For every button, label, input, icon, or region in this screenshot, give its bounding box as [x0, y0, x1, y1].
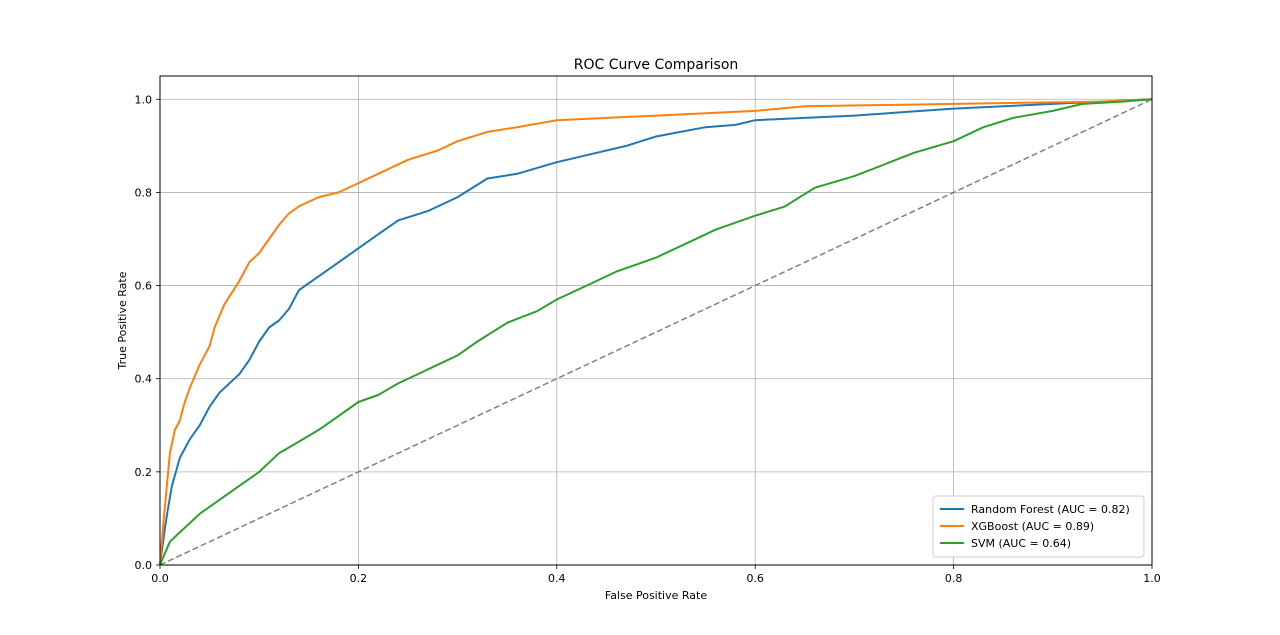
y-tick-label: 1.0 [135, 93, 153, 106]
chart-title: ROC Curve Comparison [574, 57, 739, 73]
legend-box [932, 495, 1145, 558]
x-tick-label: 0.8 [945, 572, 963, 585]
legend-label: XGBoost (AUC = 0.89) [971, 520, 1094, 533]
axis-ticks: 0.0 0.2 0.4 0.6 0.8 1.0 0.0 0.2 0.4 0.6 0.8 1.0 [135, 93, 1161, 585]
y-tick-label: 0.8 [135, 186, 153, 199]
legend: Random Forest (AUC = 0.82) XGBoost (AUC =… [932, 495, 1145, 558]
x-tick-label: 0.6 [746, 572, 764, 585]
x-tick-label: 1.0 [1143, 572, 1161, 585]
series-line-1 [159, 98, 1153, 566]
series-line-2 [159, 98, 1153, 566]
chance-diagonal-line [159, 98, 1153, 566]
plot-frame [159, 75, 1153, 566]
y-tick-label: 0.2 [135, 466, 153, 479]
legend-label: SVM (AUC = 0.64) [971, 537, 1071, 550]
y-axis-label: True Positive Rate [116, 271, 129, 370]
series-lines [159, 98, 1153, 566]
y-tick-label: 0.6 [135, 280, 153, 293]
legend-label: Random Forest (AUC = 0.82) [971, 503, 1130, 516]
x-tick-label: 0.2 [350, 572, 368, 585]
x-tick-label: 0.4 [548, 572, 566, 585]
x-tick-label: 0.0 [151, 572, 169, 585]
y-tick-label: 0.4 [135, 373, 153, 386]
series-line-0 [159, 98, 1153, 566]
y-tick-label: 0.0 [135, 559, 153, 572]
x-axis-label: False Positive Rate [605, 589, 707, 602]
